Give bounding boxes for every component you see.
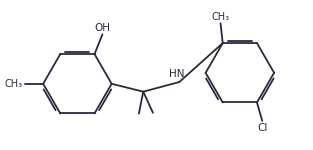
Text: Cl: Cl xyxy=(257,123,267,133)
Text: CH₃: CH₃ xyxy=(4,79,23,89)
Text: HN: HN xyxy=(169,69,185,79)
Text: OH: OH xyxy=(95,23,110,33)
Text: CH₃: CH₃ xyxy=(212,12,230,22)
